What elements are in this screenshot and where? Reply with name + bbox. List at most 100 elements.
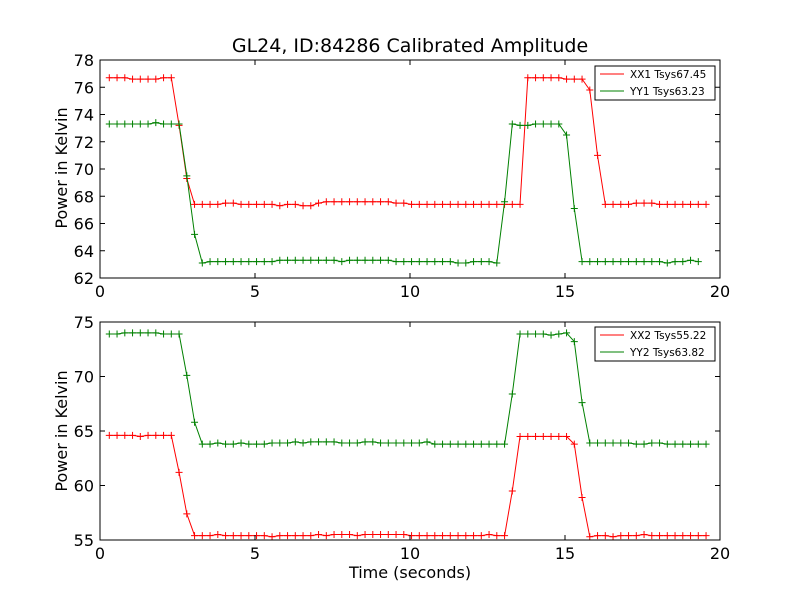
data-point [361,256,369,264]
data-point [198,532,206,540]
data-point [679,200,687,208]
data-point [113,74,121,82]
data-point [384,531,392,539]
data-point [656,258,664,266]
data-point [625,258,633,266]
bottom-plot: Power in Kelvin Time (seconds) 0 5 10 15 20 5… [52,313,730,582]
data-point [392,258,400,266]
data-point [191,200,199,208]
data-point [129,329,137,337]
data-point [547,74,555,82]
data-point [532,432,540,440]
data-point [346,198,354,206]
data-point [601,258,609,266]
data-point [105,74,113,82]
data-point [183,510,191,518]
data-point [136,432,144,440]
data-point [253,200,261,208]
data-point [555,330,563,338]
data-point [493,440,501,448]
data-point [245,532,253,540]
data-point [563,432,571,440]
data-point [578,258,586,266]
data-point [144,431,152,439]
data-point [508,487,516,495]
data-point [245,440,253,448]
data-point [268,200,276,208]
data-point [330,531,338,539]
data-point [485,440,493,448]
data-point [423,200,431,208]
data-point [439,258,447,266]
legend-label-xx1: XX1 Tsys67.45 [630,69,706,81]
data-point [679,258,687,266]
data-point [400,258,408,266]
data-point [640,440,648,448]
data-point [276,202,284,210]
x-tick-label: 0 [95,544,105,563]
legend-label-xx2: XX2 Tsys55.22 [630,330,706,342]
data-point [307,202,315,210]
data-point [237,532,245,540]
data-point [105,330,113,338]
x-tick-label: 10 [400,282,420,301]
data-point [144,120,152,128]
y-tick-label: 74 [74,106,94,125]
data-point [144,329,152,337]
data-point [183,172,191,180]
data-point [129,120,137,128]
data-point [493,200,501,208]
data-point [338,258,346,266]
data-point [260,532,268,540]
data-point [167,431,175,439]
data-point [702,532,710,540]
data-point [516,121,524,129]
data-point [237,200,245,208]
data-point [222,199,230,207]
data-point [477,532,485,540]
data-point [632,532,640,540]
data-point [353,532,361,540]
data-point [276,439,284,447]
data-point [167,330,175,338]
data-point [191,418,199,426]
data-point [392,531,400,539]
data-point [594,151,602,159]
data-point [625,439,633,447]
data-point [687,256,695,264]
legend-label-yy2: YY2 Tsys63.82 [629,347,705,359]
data-point [501,198,509,206]
data-point [431,532,439,540]
x-tick-label: 10 [400,544,420,563]
data-point [222,440,230,448]
data-point [346,531,354,539]
data-point [330,438,338,446]
data-point [547,120,555,128]
data-point [260,440,268,448]
data-point [694,440,702,448]
data-point [663,440,671,448]
data-point [570,75,578,83]
data-point [702,440,710,448]
data-point [694,200,702,208]
y-tick-label: 75 [74,313,94,332]
data-point [253,532,261,540]
data-point [563,329,571,337]
data-point [260,200,268,208]
y-tick-label: 55 [74,531,94,550]
data-point [454,532,462,540]
data-point [237,258,245,266]
data-point [663,259,671,267]
data-point [315,199,323,207]
data-point [222,258,230,266]
data-point [353,256,361,264]
data-point [214,439,222,447]
data-point [439,440,447,448]
data-point [485,200,493,208]
data-point [431,258,439,266]
data-point [524,432,532,440]
bottom-plot-content [105,329,710,541]
data-point [648,258,656,266]
data-point [578,493,586,501]
data-point [594,258,602,266]
